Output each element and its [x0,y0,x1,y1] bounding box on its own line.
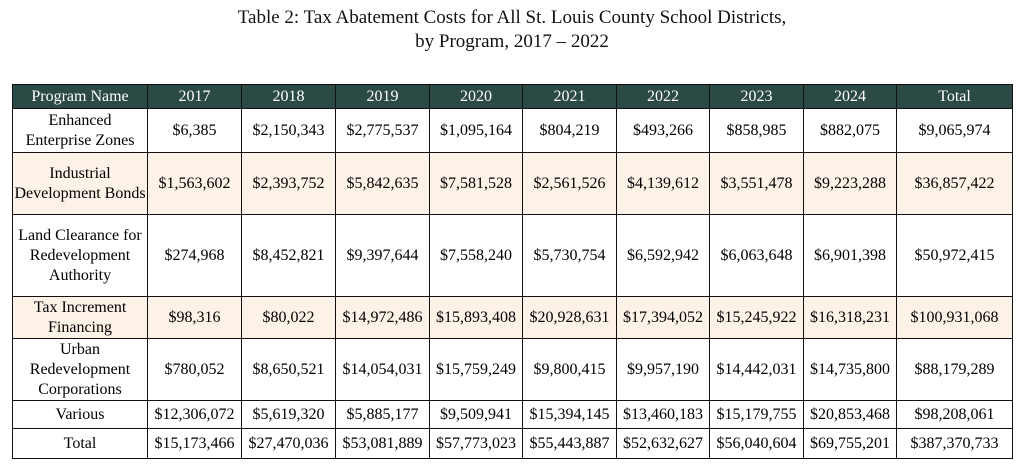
cost-cell: $98,316 [147,296,242,339]
cost-cell: $14,442,031 [709,338,804,401]
program-name: Industrial Development Bonds [12,152,148,215]
cost-cell: $6,063,648 [709,214,804,297]
cost-cell: $88,179,289 [896,338,1013,401]
cost-cell: $12,306,072 [147,400,242,429]
cost-cell: $493,266 [616,108,710,153]
cost-cell: $4,139,612 [616,152,710,215]
header-cell: 2019 [335,84,430,109]
title-line: Table 2: Tax Abatement Costs for All St.… [237,7,787,28]
cost-cell: $15,245,922 [709,296,804,339]
program-name: Various [12,400,148,429]
header-row: Program Name 2017 2018 2019 2020 2021 2022 2023… [12,84,1013,109]
cost-cell: $882,075 [803,108,897,153]
cost-cell: $9,509,941 [429,400,523,429]
cost-cell: $6,385 [147,108,242,153]
cost-cell: $100,931,068 [896,296,1013,339]
cost-cell: $13,460,183 [616,400,710,429]
cost-cell: $14,735,800 [803,338,897,401]
table-body: Enhanced Enterprise Zones $6,385 $2,150,34… [12,108,1013,459]
table-row: Industrial Development Bonds $1,563,602 $2… [12,152,1013,215]
cost-cell: $7,558,240 [429,214,523,297]
table-row: Tax Increment Financing $98,316 $80,022 $14… [12,296,1013,339]
cost-cell: $5,885,177 [335,400,430,429]
cost-cell: $52,632,627 [616,428,710,459]
program-name: Total [12,428,148,459]
cost-cell: $14,972,486 [335,296,430,339]
cost-cell: $2,561,526 [522,152,617,215]
cost-cell: $16,318,231 [803,296,897,339]
header-cell: 2021 [522,84,617,109]
cost-cell: $2,150,343 [241,108,336,153]
cost-cell: $1,095,164 [429,108,523,153]
header-cell: Total [896,84,1013,109]
cost-cell: $57,773,023 [429,428,523,459]
header-cell: 2020 [429,84,523,109]
cost-cell: $15,759,249 [429,338,523,401]
cost-cell: $2,393,752 [241,152,336,215]
cost-cell: $274,968 [147,214,242,297]
cost-cell: $80,022 [241,296,336,339]
cost-cell: $27,470,036 [241,428,336,459]
cost-cell: $17,394,052 [616,296,710,339]
cost-cell: $50,972,415 [896,214,1013,297]
cost-cell: $53,081,889 [335,428,430,459]
program-name: Urban Redevelopment Corporations [12,338,148,401]
table-row: Various $12,306,072 $5,619,320 $5,885,177 $9… [12,400,1013,429]
cost-cell: $780,052 [147,338,242,401]
header-cell: 2017 [147,84,242,109]
cost-cell: $387,370,733 [896,428,1013,459]
program-name: Land Clearance for Redevelopment Authori… [12,214,148,297]
cost-cell: $2,775,537 [335,108,430,153]
cost-cell: $9,065,974 [896,108,1013,153]
cost-cell: $9,397,644 [335,214,430,297]
cost-cell: $6,901,398 [803,214,897,297]
cost-cell: $5,730,754 [522,214,617,297]
header-cell: 2022 [616,84,710,109]
cost-cell: $15,394,145 [522,400,617,429]
table-row: Land Clearance for Redevelopment Authori… [12,214,1013,297]
cost-cell: $9,957,190 [616,338,710,401]
cost-cell: $804,219 [522,108,617,153]
cost-cell: $8,650,521 [241,338,336,401]
cost-cell: $9,223,288 [803,152,897,215]
cost-cell: $56,040,604 [709,428,804,459]
cost-cell: $858,985 [709,108,804,153]
cost-cell: $98,208,061 [896,400,1013,429]
header-cell: 2018 [241,84,336,109]
cost-cell: $20,928,631 [522,296,617,339]
cost-cell: $8,452,821 [241,214,336,297]
title-line: by Program, 2017 – 2022 [415,31,609,52]
table-row: Urban Redevelopment Corporations $780,052… [12,338,1013,401]
table: Program Name 2017 2018 2019 2020 2021 2022 2023… [12,84,1013,459]
header-cell: 2023 [709,84,804,109]
cost-cell: $9,800,415 [522,338,617,401]
cost-cell: $6,592,942 [616,214,710,297]
cost-cell: $20,853,468 [803,400,897,429]
cost-cell: $5,619,320 [241,400,336,429]
title: Table 2: Tax Abatement Costs for All St.… [0,6,1024,54]
header-cell: Program Name [12,84,148,109]
cost-cell: $15,173,466 [147,428,242,459]
program-name: Enhanced Enterprise Zones [12,108,148,153]
cost-cell: $69,755,201 [803,428,897,459]
program-name: Tax Increment Financing [12,296,148,339]
table-row: Enhanced Enterprise Zones $6,385 $2,150,34… [12,108,1013,153]
cost-cell: $55,443,887 [522,428,617,459]
cost-cell: $15,893,408 [429,296,523,339]
header-cell: 2024 [803,84,897,109]
cost-cell: $3,551,478 [709,152,804,215]
cost-cell: $5,842,635 [335,152,430,215]
table-row: Total $15,173,466 $27,470,036 $53,081,889 $5… [12,428,1013,459]
cost-cell: $15,179,755 [709,400,804,429]
cost-cell: $14,054,031 [335,338,430,401]
cost-cell: $7,581,528 [429,152,523,215]
cost-cell: $1,563,602 [147,152,242,215]
cost-cell: $36,857,422 [896,152,1013,215]
